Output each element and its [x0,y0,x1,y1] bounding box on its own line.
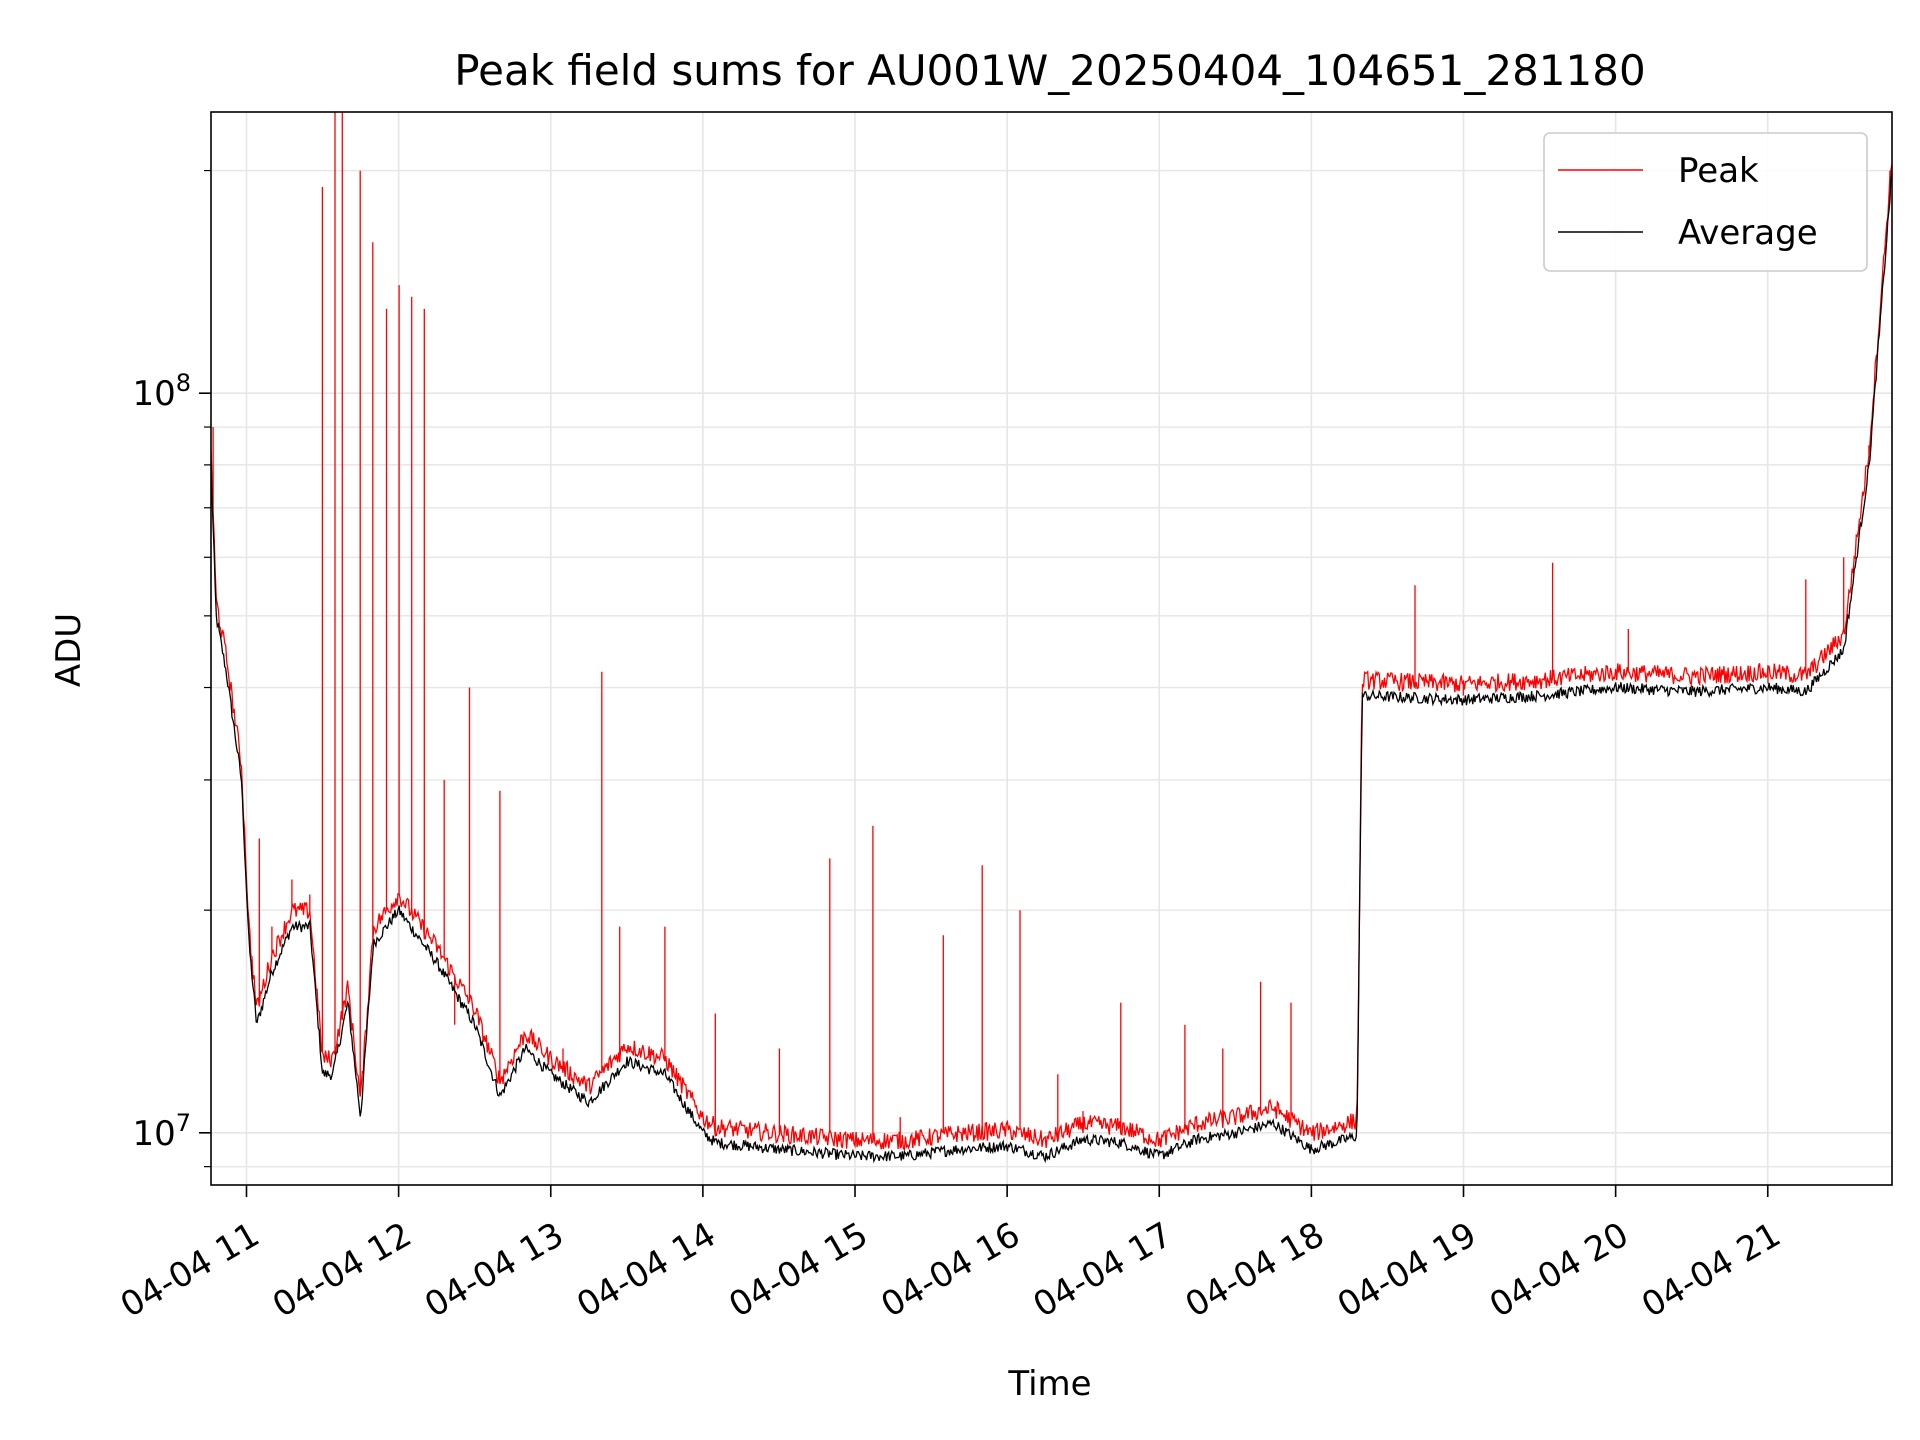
y-axis: 107 108 [132,169,211,1168]
grid [211,112,1892,1185]
series-line-average [211,169,1892,1164]
series-line-peak [211,112,1892,1151]
chart-title: Peak field sums for AU001W_20250404_1046… [454,46,1645,95]
y-tick-label: 108 [132,369,191,414]
legend: Peak Average [1543,132,1868,272]
y-axis-label: ADU [49,613,89,687]
x-axis-label: Time [1007,1364,1091,1404]
legend-label-peak: Peak [1678,151,1759,191]
plot-frame [210,111,1893,1186]
legend-label-average: Average [1678,213,1818,253]
y-tick-label: 107 [132,1109,191,1154]
plot-series [211,112,1892,1164]
legend-box [1543,132,1868,272]
